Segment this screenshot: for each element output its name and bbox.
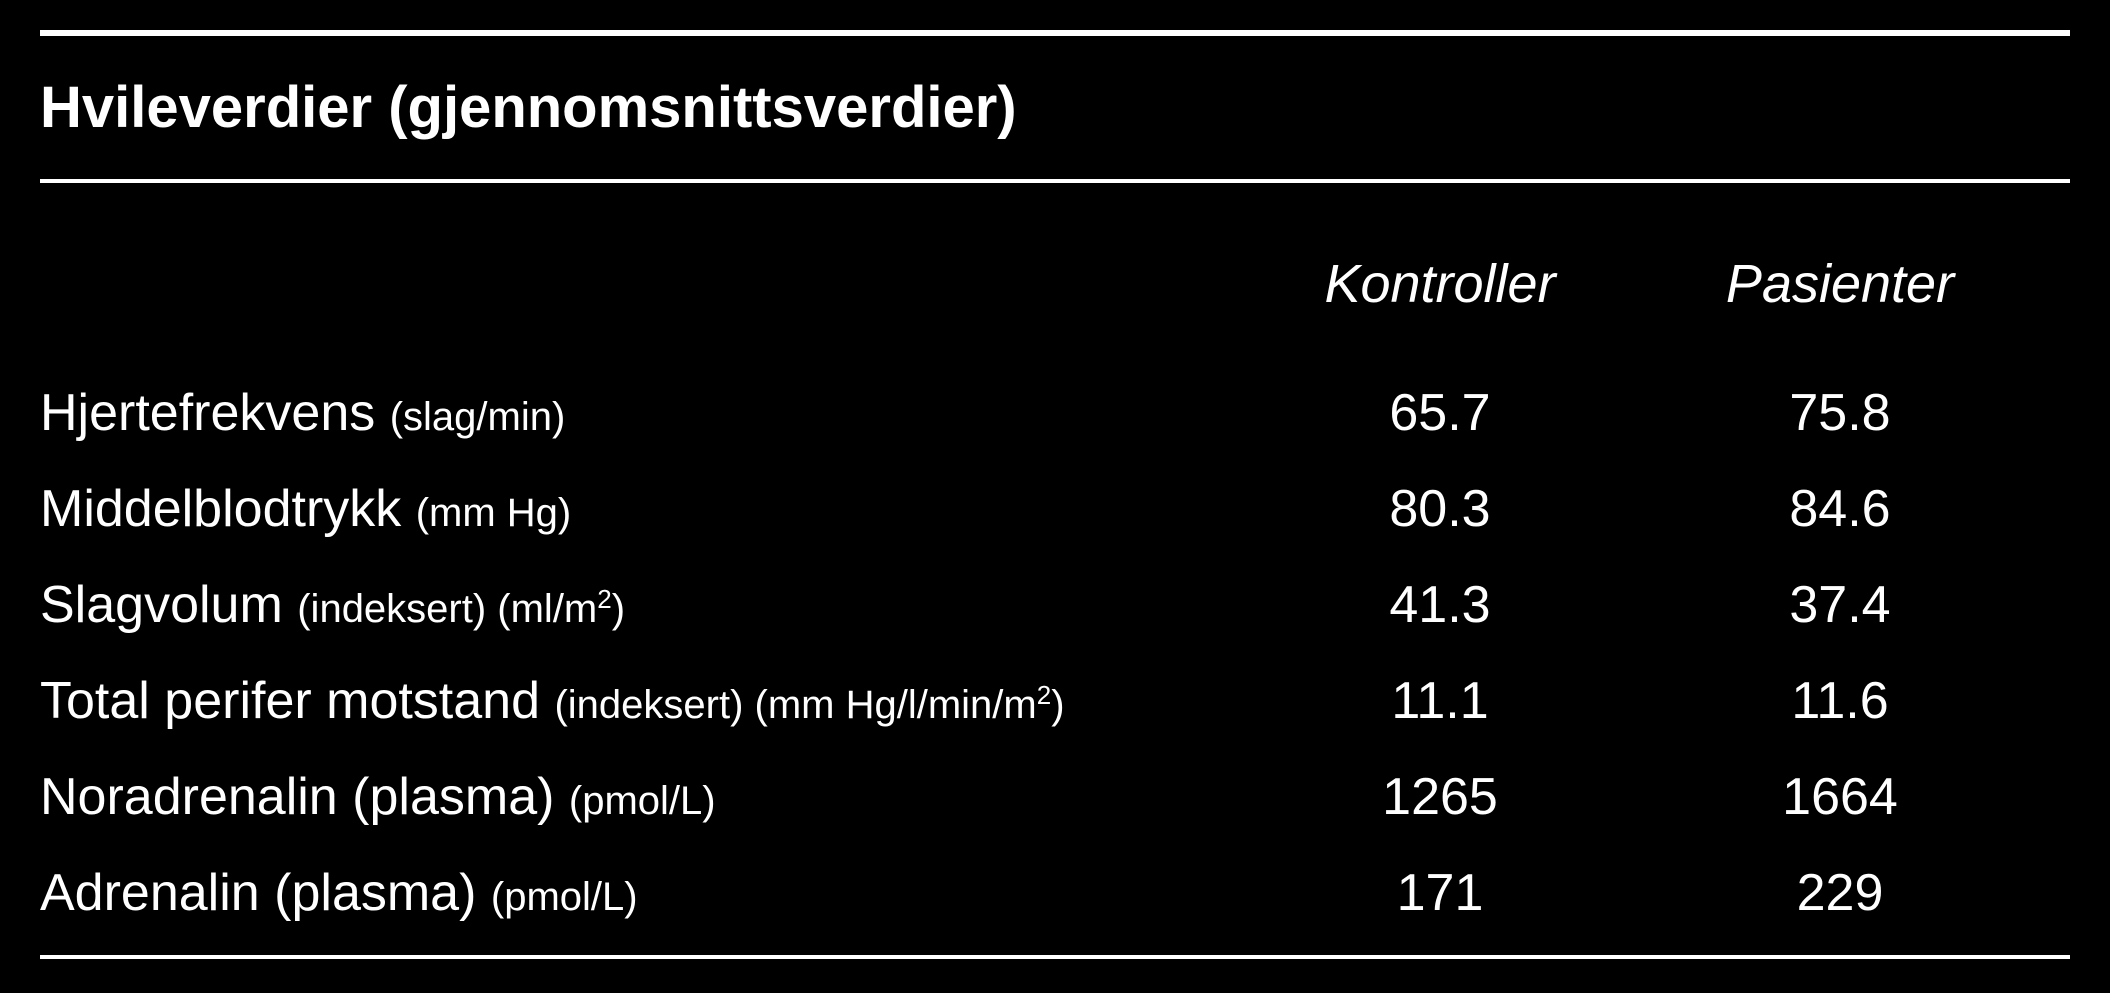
table-row: Noradrenalin (plasma) (pmol/L) 1265 1664 (40, 749, 2070, 845)
bottom-rule (40, 955, 2070, 959)
row-value-kontroller: 80.3 (1240, 479, 1640, 539)
row-value-pasienter: 1664 (1640, 767, 2040, 827)
row-label-main: Slagvolum (40, 576, 297, 634)
row-unit: (pmol/L) (491, 875, 638, 919)
row-unit-prefix: (indeksert) (ml/m (297, 587, 597, 631)
row-label: Slagvolum (indeksert) (ml/m2) (40, 578, 1240, 633)
column-header-kontroller: Kontroller (1240, 253, 1640, 315)
row-value-pasienter: 84.6 (1640, 479, 2040, 539)
row-unit-sup: 2 (1037, 680, 1051, 710)
row-value-pasienter: 37.4 (1640, 575, 2040, 635)
row-value-kontroller: 65.7 (1240, 383, 1640, 443)
row-unit-suffix: ) (1051, 683, 1064, 727)
column-header-row: Kontroller Pasienter (40, 183, 2070, 365)
row-label: Total perifer motstand (indeksert) (mm H… (40, 674, 1240, 729)
row-value-pasienter: 229 (1640, 863, 2040, 923)
table-row: Slagvolum (indeksert) (ml/m2) 41.3 37.4 (40, 557, 2070, 653)
row-unit-prefix: (indeksert) (mm Hg/l/min/m (554, 683, 1036, 727)
row-label: Middelblodtrykk (mm Hg) (40, 482, 1240, 537)
row-value-pasienter: 75.8 (1640, 383, 2040, 443)
table-row: Adrenalin (plasma) (pmol/L) 171 229 (40, 845, 2070, 941)
row-label-main: Total perifer motstand (40, 672, 554, 730)
table-title: Hvileverdier (gjennomsnittsverdier) (40, 36, 2070, 179)
table-row: Total perifer motstand (indeksert) (mm H… (40, 653, 2070, 749)
row-label-main: Hjertefrekvens (40, 384, 390, 442)
row-unit: (mm Hg) (416, 491, 572, 535)
row-unit: (pmol/L) (569, 779, 716, 823)
row-value-kontroller: 11.1 (1240, 671, 1640, 731)
row-unit-sup: 2 (597, 584, 611, 614)
table-row: Hjertefrekvens (slag/min) 65.7 75.8 (40, 365, 2070, 461)
row-label: Hjertefrekvens (slag/min) (40, 386, 1240, 441)
column-header-pasienter: Pasienter (1640, 253, 2040, 315)
row-value-kontroller: 1265 (1240, 767, 1640, 827)
row-label: Adrenalin (plasma) (pmol/L) (40, 866, 1240, 921)
table-page: Hvileverdier (gjennomsnittsverdier) Kont… (0, 30, 2110, 993)
row-label: Noradrenalin (plasma) (pmol/L) (40, 770, 1240, 825)
row-unit: (slag/min) (390, 395, 566, 439)
table-row: Middelblodtrykk (mm Hg) 80.3 84.6 (40, 461, 2070, 557)
row-label-main: Adrenalin (plasma) (40, 864, 491, 922)
row-value-pasienter: 11.6 (1640, 671, 2040, 731)
row-value-kontroller: 41.3 (1240, 575, 1640, 635)
row-value-kontroller: 171 (1240, 863, 1640, 923)
row-label-main: Noradrenalin (plasma) (40, 768, 569, 826)
row-label-main: Middelblodtrykk (40, 480, 416, 538)
row-unit-suffix: ) (612, 587, 625, 631)
